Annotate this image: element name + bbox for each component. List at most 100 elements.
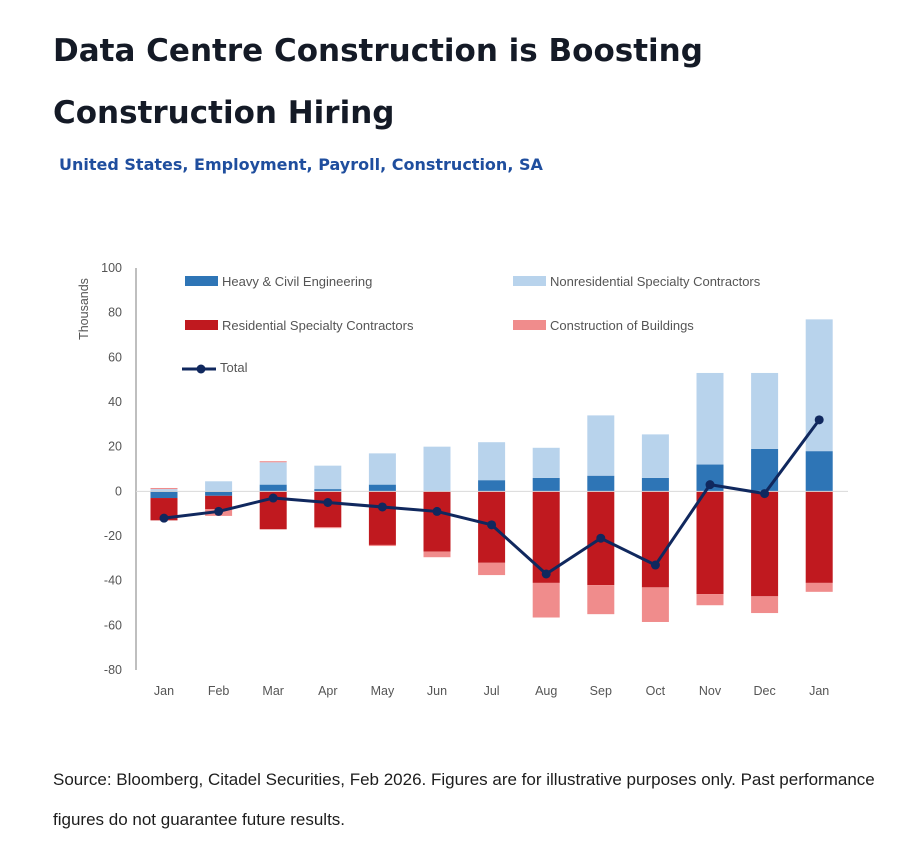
bar-heavy-civil-engineering xyxy=(205,491,233,496)
bar-construction-of-buildings xyxy=(696,594,724,606)
y-tick-label: 60 xyxy=(108,350,122,364)
bar-construction-of-buildings xyxy=(532,582,560,618)
bar-nonresidential-specialty-contractors xyxy=(314,465,342,490)
bar-residential-specialty-contractors xyxy=(314,491,342,528)
total-point xyxy=(214,506,224,516)
bar-construction-of-buildings xyxy=(259,461,287,463)
bar-construction-of-buildings xyxy=(805,582,833,592)
x-tick-label: Apr xyxy=(318,684,337,698)
x-tick-label: Nov xyxy=(699,684,722,698)
bar-nonresidential-specialty-contractors xyxy=(751,372,779,449)
y-tick-label: -60 xyxy=(104,618,122,632)
y-tick-label: 80 xyxy=(108,306,122,320)
total-point xyxy=(760,489,770,499)
legend-label: Construction of Buildings xyxy=(550,318,694,333)
bar-heavy-civil-engineering xyxy=(314,489,342,492)
bar-construction-of-buildings xyxy=(751,596,779,614)
x-tick-label: Oct xyxy=(646,684,666,698)
bar-heavy-civil-engineering xyxy=(587,475,615,492)
bar-residential-specialty-contractors xyxy=(751,491,779,597)
x-tick-label: Jan xyxy=(154,684,174,698)
bar-construction-of-buildings xyxy=(423,551,451,558)
bar-construction-of-buildings xyxy=(314,527,342,529)
total-point xyxy=(377,502,387,512)
total-point xyxy=(650,560,660,570)
bar-residential-specialty-contractors xyxy=(532,491,560,583)
total-point xyxy=(596,533,606,543)
bar-construction-of-buildings xyxy=(587,585,615,615)
y-axis-label: Thousands xyxy=(77,278,91,340)
legend-label: Residential Specialty Contractors xyxy=(222,318,414,333)
bar-nonresidential-specialty-contractors xyxy=(805,319,833,452)
legend-swatch xyxy=(513,276,546,286)
bar-heavy-civil-engineering xyxy=(368,484,396,492)
bar-nonresidential-specialty-contractors xyxy=(478,442,506,481)
x-tick-label: Dec xyxy=(753,684,775,698)
total-line xyxy=(163,418,821,576)
legend-label: Heavy & Civil Engineering xyxy=(222,274,372,289)
bar-construction-of-buildings xyxy=(478,562,506,576)
bar-nonresidential-specialty-contractors xyxy=(368,453,396,485)
x-tick-label: Jul xyxy=(484,684,500,698)
bar-nonresidential-specialty-contractors xyxy=(696,372,724,465)
legend-label: Total xyxy=(220,360,248,375)
chart-title: Data Centre Construction is Boosting Con… xyxy=(53,33,703,131)
y-tick-label: 100 xyxy=(101,261,122,275)
bar-residential-specialty-contractors xyxy=(368,491,396,545)
bar-nonresidential-specialty-contractors xyxy=(205,481,233,492)
total-point xyxy=(487,520,497,530)
source-note: Source: Bloomberg, Citadel Securities, F… xyxy=(53,770,875,829)
bar-residential-specialty-contractors xyxy=(150,498,178,521)
legend-line-marker xyxy=(196,364,206,374)
bar-residential-specialty-contractors xyxy=(641,491,669,588)
bar-residential-specialty-contractors xyxy=(259,491,287,530)
x-tick-label: Sep xyxy=(590,684,612,698)
bar-residential-specialty-contractors xyxy=(696,491,724,595)
total-point xyxy=(323,498,333,507)
total-point xyxy=(705,480,715,490)
total-point xyxy=(432,506,442,516)
bar-nonresidential-specialty-contractors xyxy=(423,446,451,492)
total-point xyxy=(814,415,824,425)
bar-residential-specialty-contractors xyxy=(478,491,506,563)
bar-heavy-civil-engineering xyxy=(696,464,724,492)
bar-heavy-civil-engineering xyxy=(478,480,506,492)
bar-residential-specialty-contractors xyxy=(587,491,615,586)
x-tick-label: Aug xyxy=(535,684,557,698)
bar-heavy-civil-engineering xyxy=(805,451,833,492)
bar-residential-specialty-contractors xyxy=(423,491,451,552)
y-tick-label: -20 xyxy=(104,529,122,543)
bar-heavy-civil-engineering xyxy=(641,477,669,492)
bar-heavy-civil-engineering xyxy=(259,484,287,492)
x-tick-label: Mar xyxy=(262,684,284,698)
y-tick-label: -80 xyxy=(104,663,122,677)
bar-nonresidential-specialty-contractors xyxy=(587,415,615,476)
total-point xyxy=(159,513,169,523)
x-tick-label: Jun xyxy=(427,684,447,698)
x-tick-label: Feb xyxy=(208,684,230,698)
x-tick-label: Jan xyxy=(809,684,829,698)
bar-heavy-civil-engineering xyxy=(751,448,779,492)
y-tick-label: -40 xyxy=(104,574,122,588)
y-tick-label: 40 xyxy=(108,395,122,409)
bar-construction-of-buildings xyxy=(368,544,396,547)
bar-residential-specialty-contractors xyxy=(805,491,833,583)
bar-heavy-civil-engineering xyxy=(532,477,560,492)
legend-swatch xyxy=(513,320,546,330)
bar-nonresidential-specialty-contractors xyxy=(259,462,287,485)
y-tick-label: 20 xyxy=(108,440,122,454)
bar-heavy-civil-engineering xyxy=(150,491,178,499)
bar-construction-of-buildings xyxy=(205,509,233,516)
bar-nonresidential-specialty-contractors xyxy=(641,434,669,478)
total-point xyxy=(541,569,551,579)
total-point xyxy=(268,493,278,503)
y-tick-label: 0 xyxy=(115,484,122,498)
bar-nonresidential-specialty-contractors xyxy=(532,447,560,478)
bar-nonresidential-specialty-contractors xyxy=(150,489,178,492)
bar-construction-of-buildings xyxy=(641,587,669,622)
legend-swatch xyxy=(185,276,218,286)
legend-swatch xyxy=(185,320,218,330)
bar-construction-of-buildings xyxy=(150,487,178,490)
legend-label: Nonresidential Specialty Contractors xyxy=(550,274,761,289)
bar-residential-specialty-contractors xyxy=(205,495,233,510)
